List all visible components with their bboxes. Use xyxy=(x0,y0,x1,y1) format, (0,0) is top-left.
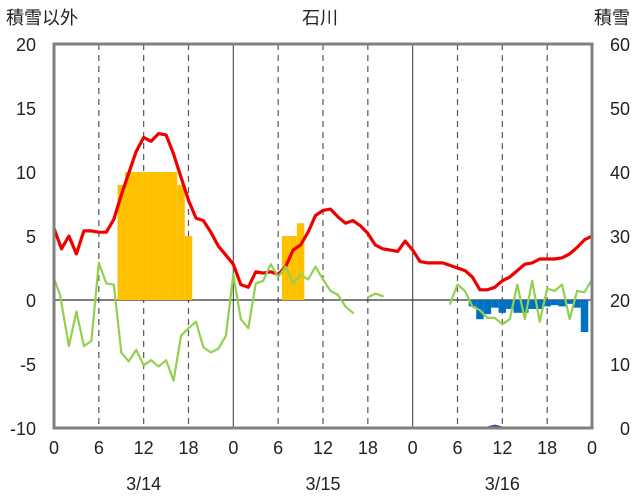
bar-negative_bars xyxy=(468,300,477,307)
date-label: 3/15 xyxy=(305,474,340,494)
x-tick-label: 0 xyxy=(587,438,597,458)
right-tick-label: 50 xyxy=(610,99,630,119)
x-tick-label: 6 xyxy=(452,438,462,458)
bar-snowfall_bars xyxy=(132,172,140,300)
right-tick-label: 30 xyxy=(610,227,630,247)
x-tick-label: 12 xyxy=(313,438,333,458)
x-tick-label: 12 xyxy=(134,438,154,458)
x-tick-label: 6 xyxy=(273,438,283,458)
left-tick-label: 5 xyxy=(26,227,36,247)
bar-negative_bars xyxy=(521,300,529,313)
bar-negative_bars xyxy=(558,300,566,307)
bar-negative_bars xyxy=(498,300,507,313)
chart-title: 石川 xyxy=(302,8,338,28)
right-axis-label: 積雪 xyxy=(594,8,630,28)
series-line-other_line xyxy=(366,292,384,299)
bar-negative_bars xyxy=(550,300,559,306)
x-tick-label: 18 xyxy=(358,438,378,458)
date-label: 3/14 xyxy=(126,474,161,494)
bar-snowfall_bars xyxy=(154,172,163,300)
series-line-temperature xyxy=(52,132,594,292)
right-tick-label: 10 xyxy=(610,355,630,375)
date-labels: 3/14 3/15 3/16 xyxy=(126,474,520,494)
bar-negative_bars xyxy=(580,300,589,332)
bar-snowfall_bars xyxy=(296,223,305,300)
x-tick-label: 0 xyxy=(228,438,238,458)
x-tick-label: 6 xyxy=(94,438,104,458)
series-line-other_line xyxy=(448,278,594,326)
left-tick-label: 0 xyxy=(26,291,36,311)
left-tick-label: 10 xyxy=(16,163,36,183)
bar-snowfall_bars xyxy=(177,184,185,300)
left-axis-label: 積雪以外 xyxy=(6,8,78,28)
left-tick-label: 15 xyxy=(16,99,36,119)
plot-frame xyxy=(52,42,594,430)
x-tick-label: 18 xyxy=(178,438,198,458)
bar-negative_bars xyxy=(528,300,536,309)
bar-snowfall_bars xyxy=(169,172,178,300)
x-tick-label: 18 xyxy=(537,438,557,458)
bar-snowfall_bars xyxy=(139,172,148,300)
bar-snowfall_bars xyxy=(147,172,155,300)
x-tick-label: 12 xyxy=(492,438,512,458)
bar-negative_bars xyxy=(506,300,514,309)
bar-snowfall_bars xyxy=(117,184,125,300)
bar-negative_bars xyxy=(491,300,499,308)
date-label: 3/16 xyxy=(485,474,520,494)
x-tick-label: 0 xyxy=(49,438,59,458)
right-tick-label: 40 xyxy=(610,163,630,183)
x-tick-label: 0 xyxy=(408,438,418,458)
x-axis-ticks: 0 6 12 18 0 6 12 18 0 6 12 18 0 xyxy=(49,438,597,458)
bar-snowfall_bars xyxy=(162,172,170,300)
right-axis-ticks: 60 50 40 30 20 10 0 xyxy=(610,35,630,439)
right-tick-label: 20 xyxy=(610,291,630,311)
left-axis-ticks: 20 15 10 5 0 -5 -10 xyxy=(10,35,36,439)
bar-negative_bars xyxy=(543,300,551,307)
bar-negative_bars xyxy=(483,300,492,315)
right-tick-label: 0 xyxy=(620,419,630,439)
left-tick-label: -5 xyxy=(20,355,36,375)
bar-snowfall_bars xyxy=(184,236,193,300)
bar-negative_bars xyxy=(565,300,574,304)
series-line-other_line xyxy=(52,261,354,382)
left-tick-label: 20 xyxy=(16,35,36,55)
right-tick-label: 60 xyxy=(610,35,630,55)
bar-snowfall_bars xyxy=(289,236,297,300)
bar-negative_bars xyxy=(535,300,544,309)
bar-negative_bars xyxy=(513,300,522,313)
bar-negative_bars xyxy=(573,300,581,308)
left-tick-label: -10 xyxy=(10,419,36,439)
bar-snowfall_bars xyxy=(124,172,133,300)
